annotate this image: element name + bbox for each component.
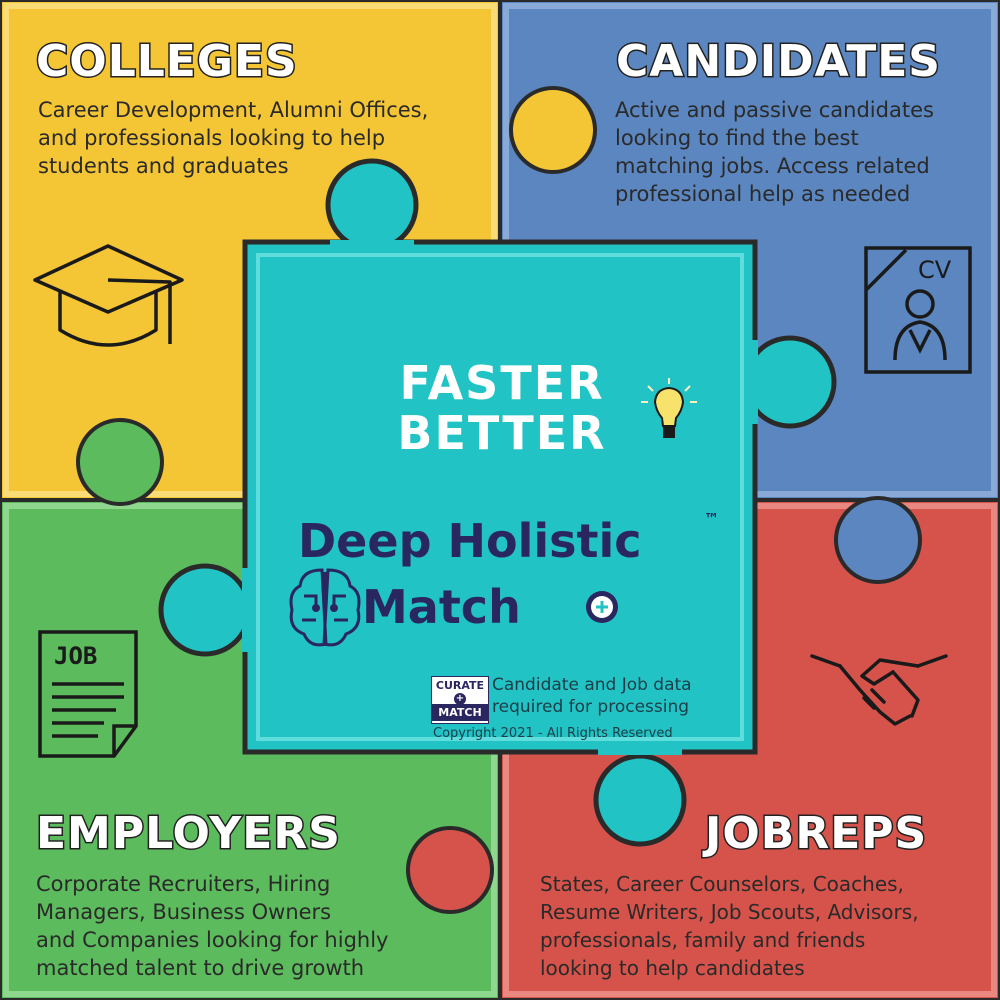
graduation-cap-icon [33,244,184,347]
logo-bottom-text: MATCH [432,704,488,721]
center-piece [158,158,837,847]
brand-line-2: Match [362,580,521,634]
jobreps-line: looking to help candidates [540,956,805,980]
employers-title: EMPLOYERS [35,808,342,859]
note-line: Candidate and Job data [492,675,692,695]
candidates-line: looking to find the best [615,126,859,150]
job-icon-label: JOB [54,642,98,670]
faster-label: FASTER [399,356,605,410]
colleges-line: and professionals looking to help [38,126,386,150]
jobreps-line: professionals, family and friends [540,928,866,952]
candidates-line: matching jobs. Access related [615,154,930,178]
jobreps-line: Resume Writers, Job Scouts, Advisors, [540,900,919,924]
curate-match-logo: CURATE + MATCH [431,676,489,724]
handshake-icon [810,654,948,726]
employers-line: Corporate Recruiters, Hiring [36,872,331,896]
trademark-mark: ™ [704,510,719,528]
copyright-text: Copyright 2021 - All Rights Reserved [433,726,673,741]
brain-icon [289,568,361,647]
colleges-description: Career Development, Alumni Offices, and … [38,96,428,180]
candidates-description: Active and passive candidates looking to… [615,96,934,208]
cv-icon-label: CV [918,256,952,284]
jobreps-title: JOBREPS [703,808,928,859]
employers-tab [76,418,164,506]
lightbulb-icon [641,378,697,438]
candidates-line: Active and passive candidates [615,98,934,122]
employers-line: and Companies looking for highly [36,928,389,952]
processing-note: Candidate and Job data required for proc… [492,674,692,718]
candidates-tab [834,496,922,584]
colleges-tab [509,86,597,174]
logo-plus-icon: + [454,693,466,705]
cv-document-icon [864,246,972,374]
colleges-title: COLLEGES [35,36,299,87]
better-label: BETTER [397,406,607,460]
logo-top-text: CURATE [435,679,485,692]
colleges-line: Career Development, Alumni Offices, [38,98,429,122]
employers-line: matched talent to drive growth [36,956,365,980]
employers-description: Corporate Recruiters, Hiring Managers, B… [36,870,388,982]
job-document-icon [38,630,138,758]
employers-line: Managers, Business Owners [36,900,332,924]
colleges-line: students and graduates [38,154,289,178]
jobreps-tab [406,826,494,914]
brand-line-1: Deep Holistic [298,514,642,568]
candidates-title: CANDIDATES [615,36,942,87]
note-line: required for processing [492,697,690,717]
candidates-line: professional help as needed [615,182,911,206]
plus-circle-icon [586,591,618,623]
jobreps-description: States, Career Counselors, Coaches, Resu… [540,870,919,982]
jobreps-line: States, Career Counselors, Coaches, [540,872,904,896]
